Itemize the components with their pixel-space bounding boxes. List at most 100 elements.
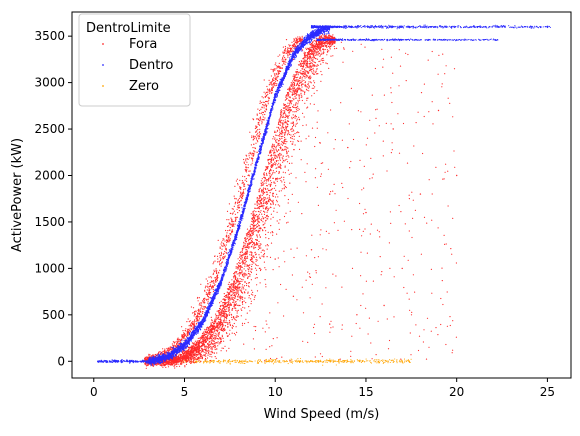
fora-point [244, 265, 246, 267]
fora-point [284, 165, 286, 167]
fora-point [276, 134, 278, 137]
fora-point [244, 179, 246, 181]
fora-point [299, 94, 301, 96]
zero-point [259, 360, 261, 362]
fora-point [207, 332, 209, 334]
fora-point [317, 47, 319, 49]
fora-point [267, 200, 269, 203]
fora-point [323, 35, 325, 37]
fora-point [243, 241, 245, 243]
fora-point [302, 64, 305, 66]
fora-point [226, 322, 228, 324]
fora-point [250, 229, 252, 231]
fora-point [262, 221, 264, 223]
fora-point [234, 273, 236, 275]
zero-point [307, 360, 309, 362]
fora-point [283, 112, 285, 115]
fora-point [293, 76, 295, 78]
fora-point [209, 335, 211, 337]
fora-point [310, 46, 312, 49]
fora-point [302, 124, 304, 127]
zero-point [369, 360, 371, 362]
fora-point [251, 253, 253, 255]
zero-point [389, 359, 391, 361]
fora-point [244, 292, 246, 294]
fora-point [246, 228, 249, 230]
fora-point [293, 78, 295, 80]
fora-point [275, 170, 278, 172]
zero-point [228, 360, 230, 362]
fora-point [295, 111, 297, 113]
zero-point [394, 358, 396, 360]
fora-point [312, 40, 314, 43]
fora-point [255, 211, 257, 213]
fora-point [280, 127, 282, 129]
fora-point [261, 203, 263, 205]
fora-point [204, 328, 206, 331]
fora-point [252, 221, 254, 223]
fora-point [281, 144, 284, 146]
fora-point [176, 362, 178, 364]
fora-point [224, 312, 226, 315]
fora-point [170, 364, 172, 366]
fora-point [298, 131, 300, 134]
fora-point [220, 323, 222, 325]
zero-point [340, 360, 342, 362]
fora-point [209, 337, 211, 339]
zero-point [384, 361, 386, 363]
fora-point [313, 47, 315, 49]
fora-point [241, 298, 244, 300]
fora-point [285, 149, 287, 151]
zero-point [213, 360, 215, 362]
fora-point [228, 309, 230, 311]
fora-point [245, 289, 247, 291]
fora-point [274, 137, 276, 139]
fora-point [255, 263, 257, 265]
fora-point [285, 98, 287, 100]
fora-point [197, 337, 199, 339]
fora-point [172, 362, 174, 364]
fora-point [291, 91, 293, 93]
fora-point [282, 143, 284, 145]
fora-point [209, 330, 211, 332]
fora-point [319, 37, 321, 39]
zero-point [207, 361, 209, 363]
fora-point [260, 199, 262, 201]
fora-point [256, 224, 258, 226]
fora-point [286, 116, 288, 118]
fora-point [275, 62, 277, 64]
fora-point [306, 76, 308, 78]
fora-point [197, 352, 199, 354]
fora-point [185, 363, 188, 365]
fora-point [211, 320, 213, 322]
fora-point [324, 36, 326, 38]
fora-point [179, 357, 181, 359]
fora-point [288, 112, 291, 114]
fora-point [199, 346, 201, 348]
fora-point [265, 286, 267, 288]
fora-point [290, 82, 292, 84]
fora-point [209, 353, 211, 355]
fora-point [217, 323, 219, 325]
fora-point [219, 302, 221, 304]
fora-point [229, 293, 231, 295]
fora-point [225, 298, 227, 301]
zero-point [383, 362, 385, 364]
fora-point [236, 263, 238, 265]
fora-point [295, 92, 297, 94]
fora-point [327, 42, 330, 44]
fora-point [300, 64, 302, 66]
fora-point [197, 345, 199, 347]
fora-point [210, 335, 213, 337]
zero-point [286, 360, 288, 363]
fora-point [215, 318, 217, 320]
fora-point [144, 358, 146, 360]
fora-point [203, 337, 205, 339]
fora-point [264, 211, 266, 213]
fora-point [263, 217, 265, 219]
fora-point [250, 227, 252, 229]
fora-point [270, 206, 272, 209]
fora-point [245, 273, 247, 275]
fora-point [318, 60, 320, 63]
